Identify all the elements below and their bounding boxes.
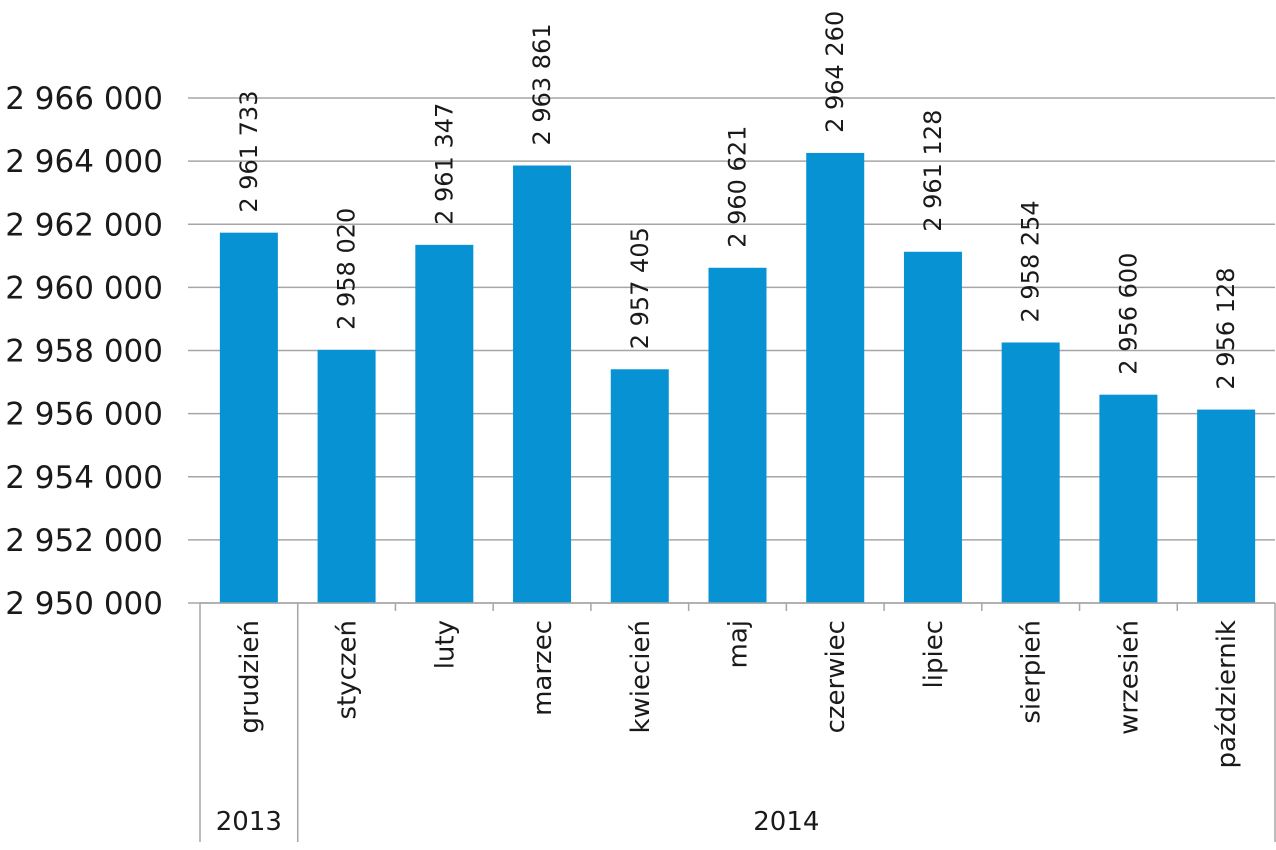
y-tick-label: 2 952 000: [5, 523, 163, 559]
category-label: wrzesień: [1114, 620, 1144, 735]
y-tick-label: 2 950 000: [5, 586, 163, 622]
y-tick-label: 2 966 000: [5, 81, 163, 117]
y-tick-label: 2 960 000: [5, 270, 163, 306]
bar: [415, 244, 474, 604]
bar: [1001, 342, 1060, 603]
bars: [219, 152, 1256, 604]
bar: [1099, 394, 1158, 603]
data-label: 2 961 733: [235, 91, 263, 213]
bar: [317, 349, 376, 603]
y-tick-label: 2 954 000: [5, 460, 163, 496]
category-label: sierpień: [1017, 620, 1047, 724]
category-label: lipiec: [919, 620, 949, 688]
data-label: 2 961 128: [919, 110, 947, 232]
year-group-labels: 2013 2014: [216, 807, 820, 837]
data-label: 2 963 861: [528, 23, 556, 145]
data-label: 2 960 621: [724, 126, 752, 248]
category-label: maj: [724, 620, 754, 668]
category-label: kwiecień: [626, 620, 656, 734]
data-label: 2 956 600: [1114, 253, 1142, 375]
x-axis: [199, 602, 1276, 842]
y-axis-ticks: 2 950 000 2 952 000 2 954 000 2 956 000 2 95…: [5, 81, 163, 622]
bar: [610, 369, 669, 603]
y-tick-label: 2 964 000: [5, 144, 163, 180]
category-label: czerwiec: [821, 620, 851, 733]
bar: [708, 267, 767, 603]
y-tick-label: 2 958 000: [5, 334, 163, 370]
data-label: 2 958 254: [1017, 200, 1045, 322]
data-label: 2 957 405: [626, 227, 654, 349]
data-label: 2 958 020: [333, 208, 361, 330]
bar: [903, 251, 962, 603]
bar: [219, 232, 278, 603]
category-label: styczeń: [333, 620, 363, 720]
category-label: marzec: [528, 620, 558, 716]
category-label: grudzień: [235, 620, 265, 734]
year-label: 2014: [753, 807, 819, 837]
bar: [1197, 409, 1256, 603]
bar: [513, 165, 572, 603]
data-labels: 2 961 733 2 958 020 2 961 347 2 963 861 2 95…: [235, 11, 1240, 390]
year-label: 2013: [216, 807, 282, 837]
category-label: październik: [1212, 620, 1242, 768]
category-label: luty: [430, 620, 460, 669]
category-labels: grudzień styczeń luty marzec kwiecień maj czer…: [235, 620, 1242, 768]
y-tick-label: 2 962 000: [5, 207, 163, 243]
y-tick-label: 2 956 000: [5, 397, 163, 433]
data-label: 2 956 128: [1212, 267, 1240, 389]
data-label: 2 964 260: [821, 11, 849, 133]
bar: [806, 152, 865, 603]
data-label: 2 961 347: [430, 103, 458, 225]
